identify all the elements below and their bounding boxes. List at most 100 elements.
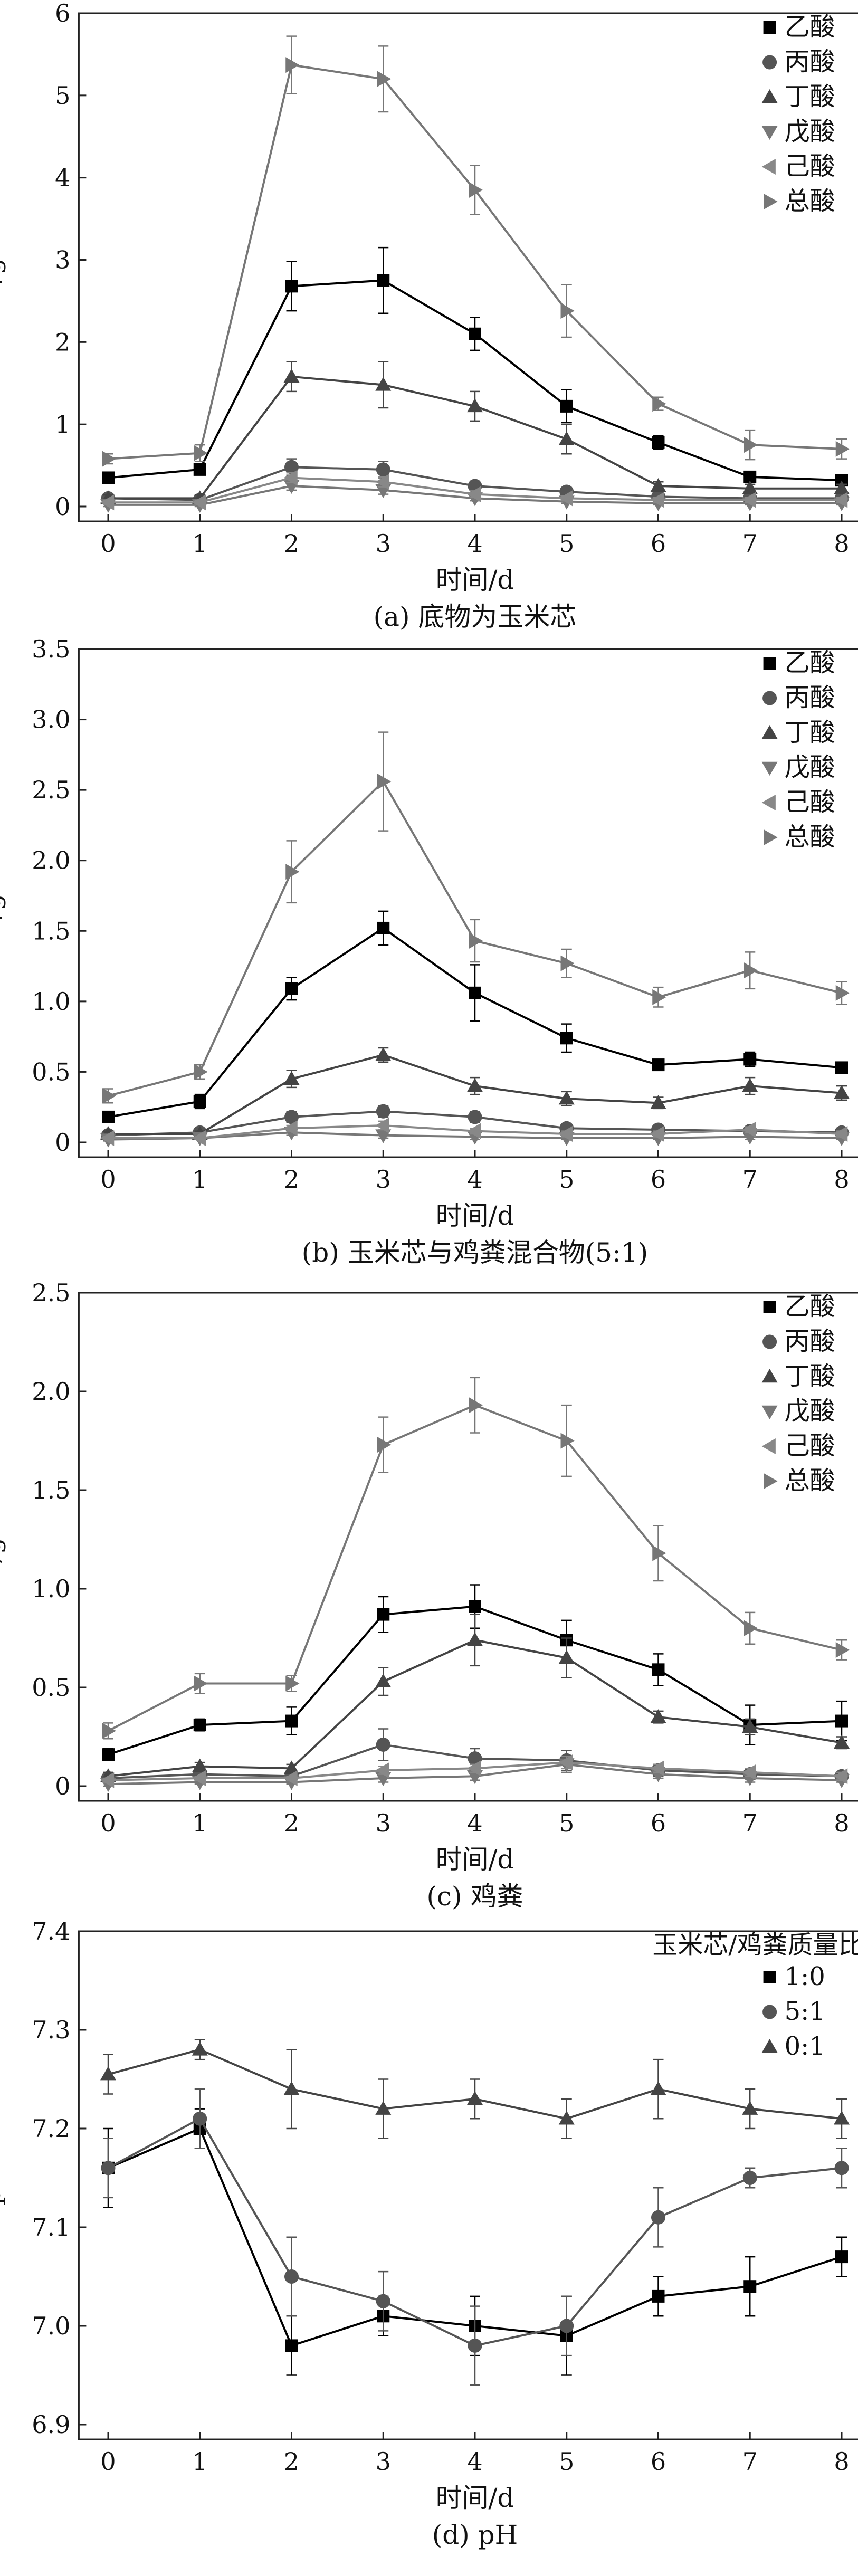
data-point — [761, 1405, 778, 1419]
data-point — [100, 2066, 116, 2081]
data-point — [469, 986, 481, 999]
series — [102, 246, 848, 487]
data-point — [835, 441, 850, 457]
data-point — [100, 494, 115, 511]
data-point — [558, 431, 575, 445]
data-point — [834, 1125, 848, 1142]
y-tick-label: 2.0 — [32, 846, 70, 875]
data-point — [742, 492, 756, 508]
legend-label: 丙酸 — [785, 683, 835, 712]
data-point — [192, 494, 206, 511]
x-tick-label: 7 — [742, 1809, 758, 1837]
data-point — [742, 2101, 758, 2115]
data-point — [744, 962, 758, 979]
data-point — [102, 1723, 116, 1739]
legend-label: 乙酸 — [785, 1292, 835, 1321]
data-point — [375, 2101, 392, 2115]
y-tick-label: 3.0 — [32, 705, 70, 734]
series — [100, 470, 848, 511]
data-point — [650, 2081, 666, 2095]
data-point — [377, 71, 392, 87]
y-tick-label: 0 — [55, 1772, 70, 1800]
data-point — [762, 1334, 777, 1349]
x-tick-label: 5 — [559, 529, 574, 558]
data-point — [652, 1663, 665, 1676]
data-point — [285, 280, 298, 293]
data-point — [375, 474, 389, 490]
data-point — [761, 795, 776, 810]
y-tick-label: 1.5 — [32, 1476, 70, 1504]
legend-label: 丁酸 — [785, 1361, 835, 1391]
data-point — [652, 989, 666, 1005]
data-point — [283, 2081, 300, 2095]
y-tick-label: 1.5 — [32, 917, 70, 945]
x-tick-label: 4 — [467, 1809, 482, 1837]
data-point — [560, 955, 575, 971]
chart-panel-b: 0 1 2 3 4 5 6 7 8 0 0.5 1.0 1.5 2.0 2.5 3.0 3.5 时间/d VFAs/… — [0, 635, 858, 1268]
data-point — [102, 1110, 115, 1123]
y-tick-label: 7.1 — [32, 2213, 70, 2241]
data-point — [834, 1085, 850, 1099]
legend-label: 丁酸 — [785, 82, 835, 111]
y-tick-label: 0.5 — [32, 1673, 70, 1702]
data-point — [375, 1762, 389, 1779]
data-point — [377, 274, 390, 287]
x-tick-label: 4 — [467, 2447, 482, 2476]
data-point — [558, 1091, 575, 1105]
series-line — [108, 1404, 842, 1732]
data-point — [375, 377, 392, 391]
data-point — [835, 2250, 848, 2264]
y-axis-label: VFAs/g • L⁻¹ — [0, 184, 6, 352]
data-point — [467, 1632, 483, 1646]
data-point — [559, 2319, 574, 2333]
data-point — [284, 2269, 299, 2284]
data-point — [763, 21, 776, 34]
data-point — [375, 1129, 392, 1143]
data-point — [376, 1737, 390, 1752]
legend-label: 丙酸 — [785, 47, 835, 77]
data-point — [834, 492, 848, 508]
data-point — [834, 1734, 850, 1749]
panel-caption: (a) 底物为玉米芯 — [374, 602, 577, 632]
data-point — [100, 1772, 115, 1788]
x-tick-label: 3 — [376, 2447, 391, 2476]
data-point — [193, 1719, 206, 1732]
data-point — [558, 1754, 573, 1771]
y-tick-label: 6.9 — [32, 2410, 70, 2439]
data-point — [102, 1087, 116, 1104]
y-tick-label: 0.5 — [32, 1057, 70, 1086]
data-point — [652, 1058, 665, 1072]
series — [101, 2088, 849, 2386]
panel-caption: (b) 玉米芯与鸡粪混合物(5:1) — [302, 1237, 648, 1268]
data-point — [283, 368, 300, 383]
data-point — [834, 1768, 848, 1785]
y-tick-label: 4 — [55, 164, 70, 192]
data-point — [194, 1675, 208, 1692]
data-point — [192, 1770, 206, 1787]
legend-label: 戊酸 — [785, 117, 835, 146]
data-point — [100, 1130, 115, 1146]
x-tick-label: 6 — [651, 1809, 666, 1837]
x-tick-label: 6 — [651, 1165, 666, 1194]
data-point — [467, 398, 483, 413]
x-tick-label: 8 — [834, 1165, 849, 1194]
x-tick-label: 3 — [376, 1809, 391, 1837]
legend-label: 戊酸 — [785, 1396, 835, 1426]
data-point — [101, 2161, 116, 2176]
data-point — [285, 1714, 298, 1728]
y-tick-label: 3 — [55, 246, 70, 274]
data-point — [467, 2091, 483, 2105]
data-point — [742, 1121, 756, 1138]
data-point — [558, 2111, 575, 2125]
data-point — [285, 57, 300, 73]
y-tick-label: 0 — [55, 1128, 70, 1157]
y-axis-label: pH — [0, 2165, 6, 2206]
data-point — [834, 480, 850, 494]
legend-label: 丙酸 — [785, 1327, 835, 1356]
x-tick-label: 3 — [376, 1165, 391, 1194]
data-point — [469, 1397, 483, 1414]
data-point — [376, 2294, 390, 2308]
plot-frame — [78, 648, 858, 1158]
x-tick-label: 1 — [192, 2447, 207, 2476]
